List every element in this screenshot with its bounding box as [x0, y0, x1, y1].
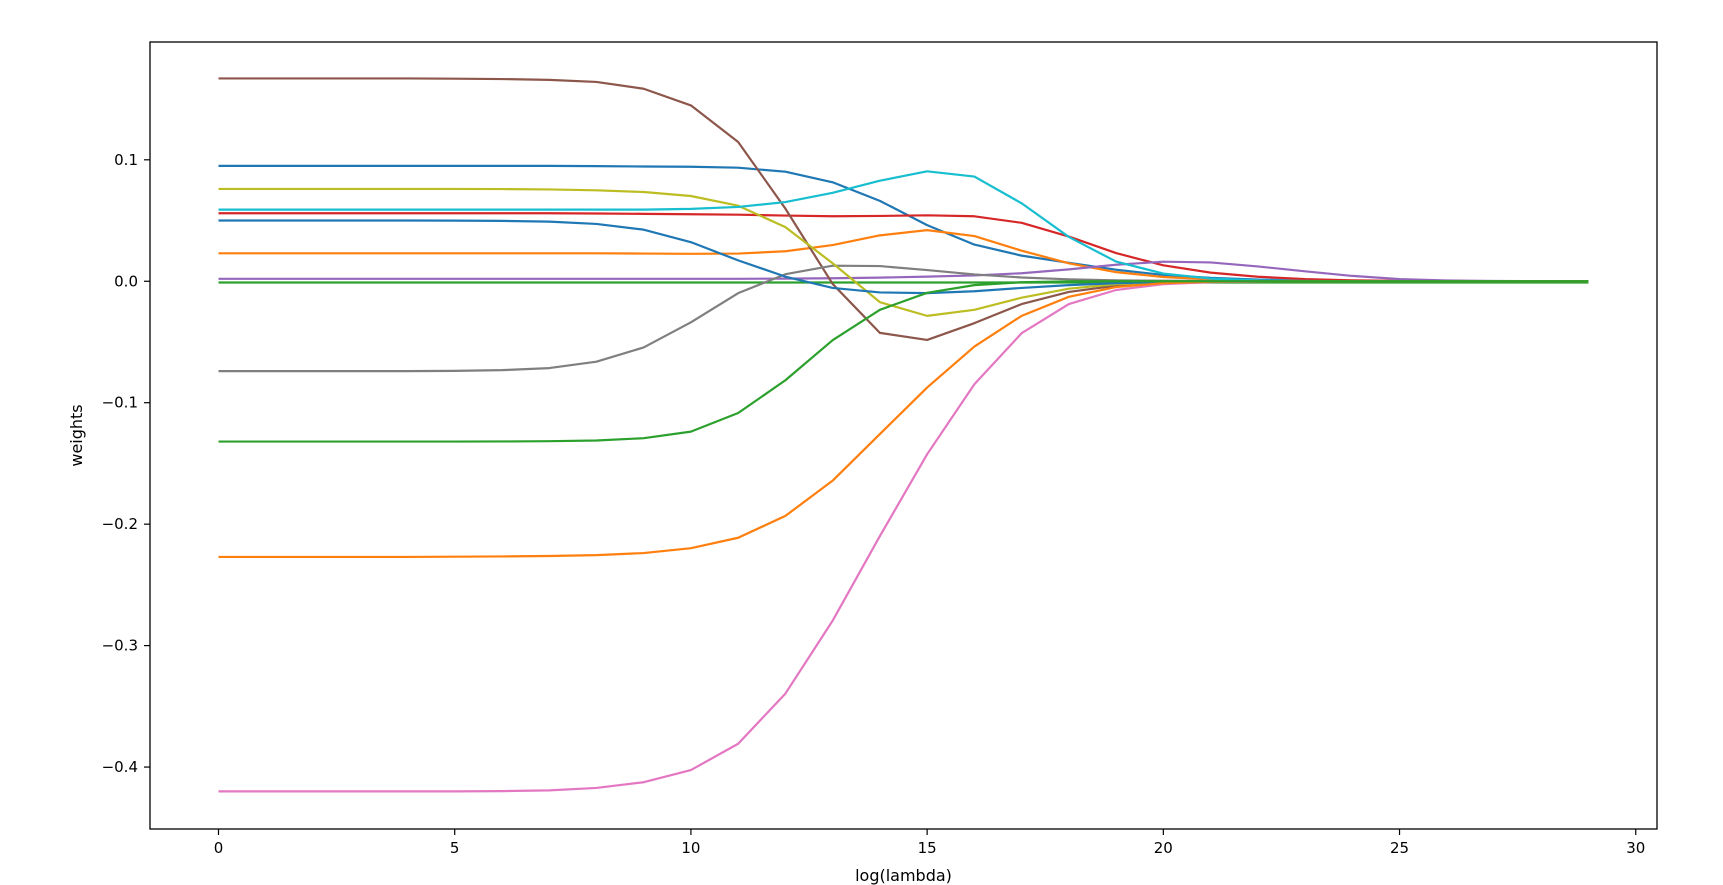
y-tick-label: −0.1	[102, 394, 138, 412]
x-tick-label: 25	[1390, 839, 1409, 857]
series-layer	[218, 77, 1589, 793]
y-tick-label: 0.0	[114, 272, 138, 290]
x-tick-label: 30	[1626, 839, 1645, 857]
y-tick-label: −0.4	[102, 758, 138, 776]
x-tick-label: 10	[681, 839, 700, 857]
series-line-5	[218, 260, 1589, 283]
series-line-13	[218, 280, 1589, 443]
x-axis-title: log(lambda)	[855, 866, 952, 885]
y-axis: 0.1 0.0 −0.1 −0.2 −0.3 −0.4	[102, 151, 150, 776]
y-tick-label: 0.1	[114, 151, 138, 169]
x-tick-label: 20	[1154, 839, 1173, 857]
x-tick-label: 5	[450, 839, 460, 857]
x-axis: 0 5 10 15 20 25 30	[214, 829, 1645, 857]
plot-frame	[149, 41, 1658, 830]
x-tick-label: 15	[918, 839, 937, 857]
y-tick-label: −0.3	[102, 637, 138, 655]
x-tick-label: 0	[214, 839, 224, 857]
y-tick-label: −0.2	[102, 515, 138, 533]
y-axis-title: weights	[67, 404, 86, 466]
